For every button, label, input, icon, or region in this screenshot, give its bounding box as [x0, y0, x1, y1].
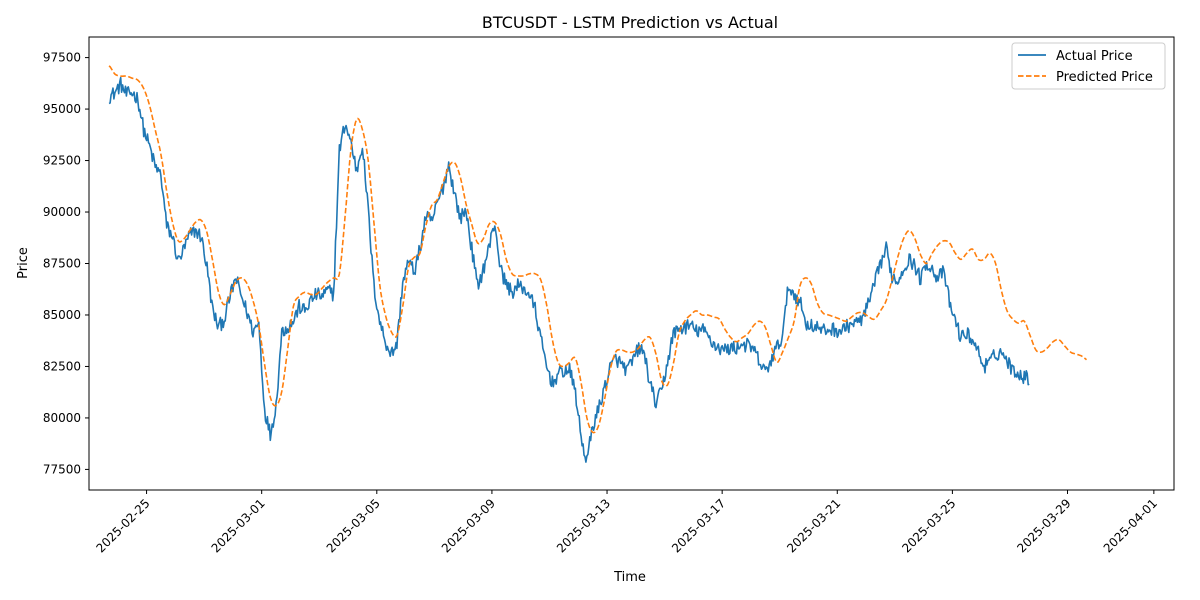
- y-axis-label: Price: [16, 247, 31, 279]
- legend-box: [1011, 42, 1166, 90]
- chart-title: BTCUSDT - LSTM Prediction vs Actual: [482, 13, 778, 32]
- actual-price-line: [108, 76, 1030, 463]
- y-tick-label: 82500: [43, 359, 81, 373]
- predicted-price-line: [108, 65, 1088, 434]
- legend-predicted-label: Predicted Price: [1056, 70, 1153, 85]
- x-axis-label: Time: [613, 570, 646, 585]
- y-tick-label: 97500: [43, 51, 81, 65]
- y-tick-label: 92500: [43, 154, 81, 168]
- legend: Actual Price Predicted Price: [1011, 42, 1166, 90]
- y-tick-label: 77500: [43, 462, 81, 476]
- y-tick-label: 85000: [43, 308, 81, 322]
- y-tick-label: 87500: [43, 257, 81, 271]
- y-tick-label: 95000: [43, 102, 81, 116]
- y-tick-label: 80000: [43, 411, 81, 425]
- y-tick-label: 90000: [43, 205, 81, 219]
- legend-actual-label: Actual Price: [1056, 49, 1133, 64]
